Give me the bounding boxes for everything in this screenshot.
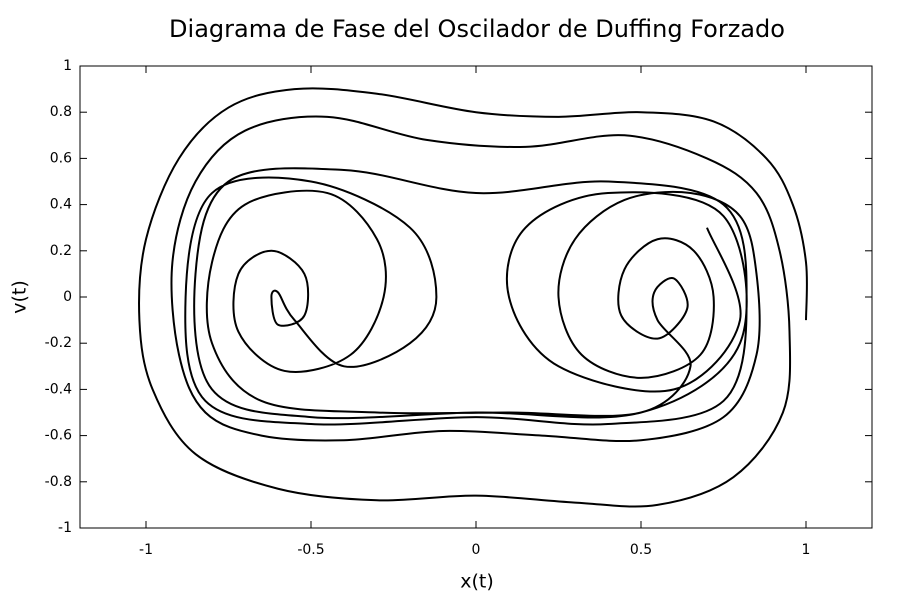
- trajectory-line: [138, 87, 808, 508]
- y-tick-label: 0: [63, 289, 72, 305]
- y-tick-label: 0.2: [50, 243, 72, 259]
- chart-title: Diagrama de Fase del Oscilador de Duffin…: [169, 15, 785, 43]
- y-tick-label: -1: [58, 520, 72, 536]
- y-tick-label: 1: [63, 58, 72, 74]
- y-tick-label: -0.8: [45, 474, 72, 490]
- y-axis-label: v(t): [9, 280, 31, 314]
- y-tick-label: 0.4: [50, 197, 72, 213]
- x-tick-label: 0: [472, 542, 481, 558]
- x-tick-label: 0.5: [630, 542, 652, 558]
- x-axis-label: x(t): [460, 571, 494, 593]
- y-tick-label: -0.4: [45, 381, 72, 397]
- y-tick-label: 0.6: [50, 150, 72, 166]
- y-tick-label: -0.6: [45, 428, 72, 444]
- y-tick-label: -0.2: [45, 335, 72, 351]
- x-tick-label: 1: [802, 542, 811, 558]
- x-tick-label: -0.5: [297, 542, 324, 558]
- y-tick-label: 0.8: [50, 104, 72, 120]
- x-tick-label: -1: [139, 542, 153, 558]
